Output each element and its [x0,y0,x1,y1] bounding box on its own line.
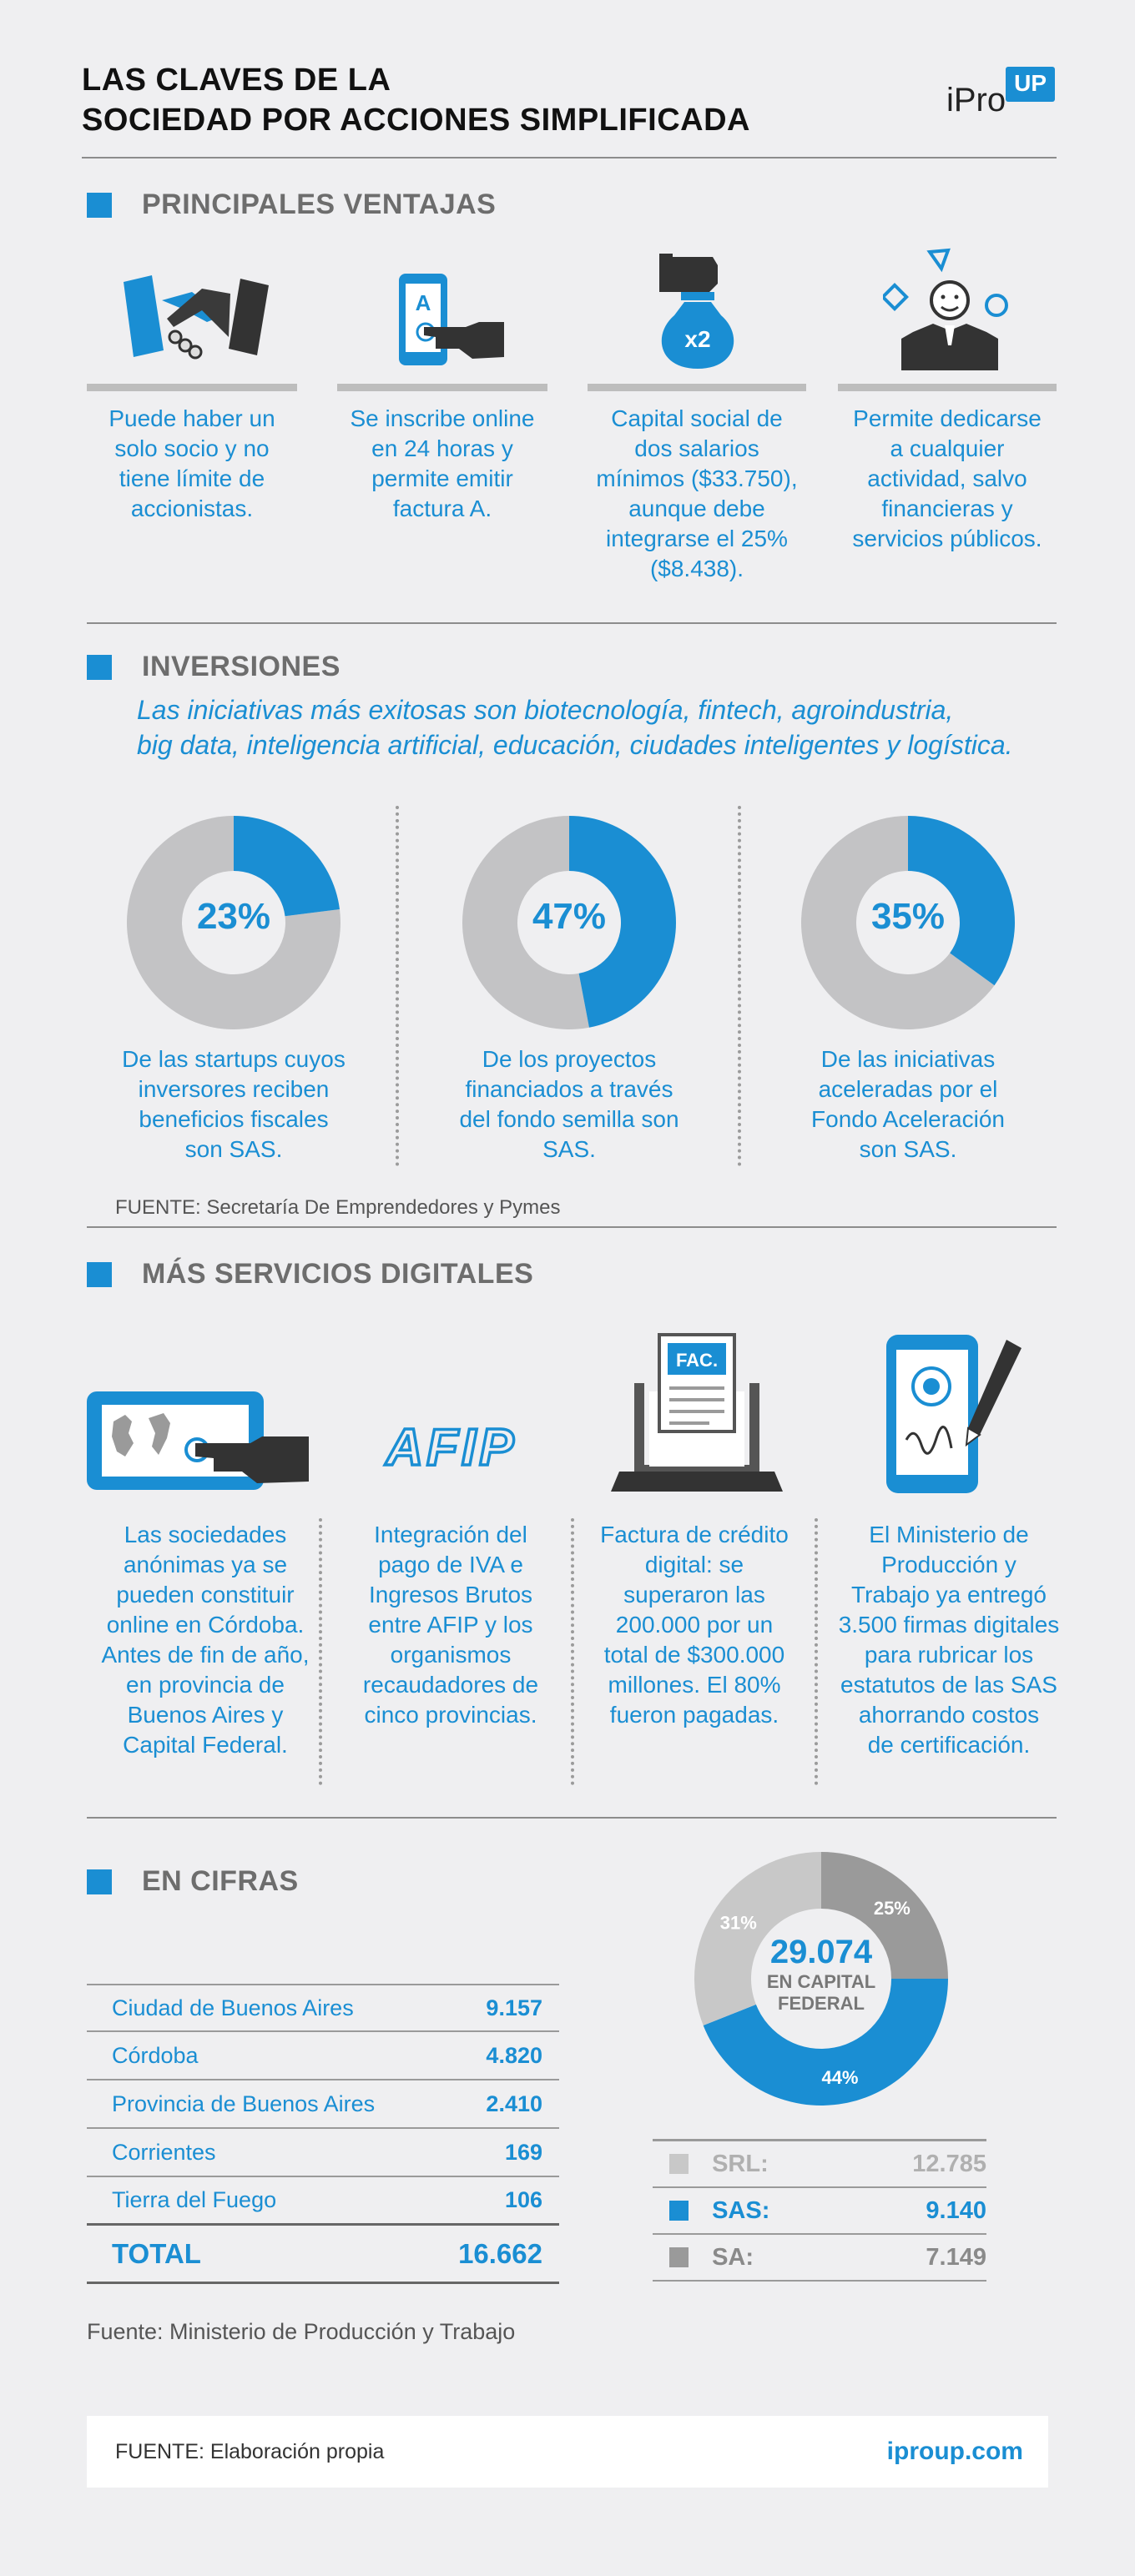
cifras-table: Ciudad de Buenos Aires 9.157 Córdoba 4.820… [87,1984,559,2284]
dotted-separator [319,1518,322,1785]
table-row: Provincia de Buenos Aires 2.410 [87,2080,559,2129]
donut-value-slice [234,816,340,917]
ventaja-text-4: Permite dedicarse a cualquier actividad, s… [852,405,1042,551]
dotted-separator [571,1518,574,1785]
donut-rest-slice [127,816,341,1029]
card-bar [87,384,297,391]
divider [87,1226,1057,1228]
inversiones-intro: Las iniciativas más exitosas son biotecn… [137,695,1013,760]
handshake-icon [124,275,269,360]
card-bar [588,384,806,391]
footer-source: FUENTE: Elaboración propia [115,2439,385,2463]
table-total-row: TOTAL 16.662 [87,2226,559,2284]
section-ventajas-heading: PRINCIPALES VENTAJAS [87,189,496,221]
divider [87,622,1057,624]
pie-label-srl: 31% [720,1913,757,1934]
money-bag-label: x2 [684,326,710,352]
phone-tap-letter: A [416,290,431,315]
pie-label-sa: 25% [874,1898,911,1919]
footer-site-link[interactable]: iproup.com [886,2438,1023,2465]
donut-1-label: 23% [196,896,271,937]
money-bag-icon: x2 [659,254,734,369]
table-row: Ciudad de Buenos Aires 9.157 [87,1984,559,2032]
capital-legend: SRL: 12.785 SAS: 9.140 SA: 7.149 [653,2139,986,2282]
donut-chart-2 [462,816,676,1029]
donut-3-text: De las iniciativas aceleradas por el Fondo… [811,1046,1005,1162]
donut-1-text: De las startups cuyos inversores reciben b… [122,1046,346,1162]
servicio-text-3: Factura de crédito digital: se superaron l… [600,1522,789,1728]
logo-text: iPro [946,82,1006,118]
laptop-invoice-icon: FAC. [611,1333,783,1492]
table-row: Córdoba 4.820 [87,2032,559,2080]
section-inversiones-heading: INVERSIONES [87,651,340,683]
donut-rest-slice [462,816,589,1029]
section-cifras-heading: EN CIFRAS [87,1865,299,1898]
ventaja-text-2: Se inscribe online en 24 horas y permite e… [350,405,535,521]
pie-slice-sa [821,1852,948,1979]
invoice-label: FAC. [676,1350,718,1371]
dotted-separator [815,1518,818,1785]
legend-swatch [669,2201,689,2221]
divider [87,1817,1057,1819]
logo-badge: UP [1006,67,1055,102]
legend-row-srl: SRL: 12.785 [653,2141,986,2188]
servicio-text-4: El Ministerio de Producción y Trabajo ya e… [838,1522,1060,1758]
donut-chart-1 [127,816,341,1029]
afip-logo-icon: AFIP [383,1423,517,1473]
iproup-logo[interactable]: iPro UP [946,67,1055,119]
capital-donut-chart: 25% 44% 31% [694,1852,948,2106]
afip-logo-text: AFIP [384,1423,517,1473]
ventaja-text-1: Puede haber un solo socio y no tiene límit… [108,405,275,521]
table-row: Tierra del Fuego 106 [87,2177,559,2226]
ventaja-text-3: Capital social de dos salarios mínimos ($3… [596,405,798,581]
pie-label-sas: 44% [821,2067,858,2088]
donut-value-slice [908,816,1015,986]
section-square [87,654,112,680]
footer: FUENTE: Elaboración propia iproup.com [87,2416,1048,2488]
section-square [87,1261,112,1287]
card-bar [838,384,1057,391]
dotted-separator [738,806,741,1166]
section-square [87,192,112,218]
donut-3-label: 35% [870,896,946,937]
servicio-text-1: Las sociedades anónimas ya se pueden const… [101,1522,310,1758]
card-bar [337,384,547,391]
legend-swatch [669,2154,689,2174]
divider [82,157,1057,158]
pie-slice-srl [694,1852,821,2025]
donut-2-label: 47% [532,896,607,937]
table-row: Corrientes 169 [87,2129,559,2177]
inversiones-source: FUENTE: Secretaría De Emprendedores y Py… [115,1196,561,1219]
legend-row-sa: SA: 7.149 [653,2235,986,2282]
phone-signature-icon [886,1335,1022,1493]
legend-swatch [669,2247,689,2267]
dotted-separator [396,806,399,1166]
donut-chart-3 [801,816,1015,1029]
donut-rest-slice [801,816,995,1029]
pie-slice-sas [703,1979,948,2106]
servicio-text-2: Integración del pago de IVA e Ingresos Bru… [362,1522,539,1728]
tablet-map-icon [87,1391,309,1490]
page-title: LAS CLAVES DE LA SOCIEDAD POR ACCIONES S… [82,63,750,138]
juggler-icon [883,248,1008,370]
donut-2-text: De los proyectos financiados a través del … [459,1046,679,1162]
donut-value-slice [569,816,676,1028]
section-servicios-heading: MÁS SERVICIOS DIGITALES [87,1258,533,1291]
legend-row-sas: SAS: 9.140 [653,2188,986,2235]
cifras-source: Fuente: Ministerio de Producción y Traba… [87,2319,516,2344]
section-square [87,1869,112,1894]
phone-tap-icon: A [399,274,504,365]
capital-donut-center: 29.074 EN CAPITAL FEDERAL [766,1934,876,2014]
